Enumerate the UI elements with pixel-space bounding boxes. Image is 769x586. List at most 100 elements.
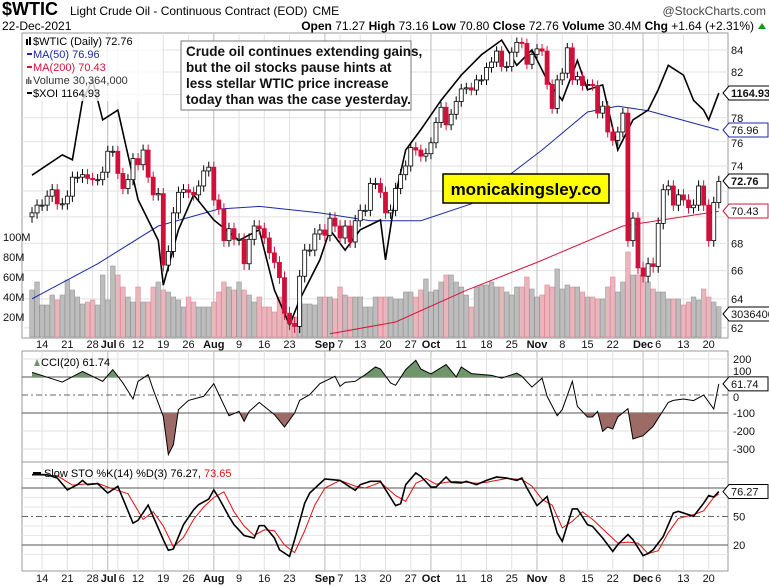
candlestick <box>170 207 176 258</box>
candle-body <box>367 183 373 211</box>
volume-bar <box>448 274 454 338</box>
candle-body <box>595 85 600 114</box>
candlestick <box>90 172 95 186</box>
volume-bar <box>463 294 469 338</box>
volume-bar <box>655 291 661 338</box>
candlestick <box>362 204 368 217</box>
annotation-line: today than was the case yesterday. <box>186 92 411 107</box>
volume-bar <box>711 301 717 338</box>
candle-body <box>191 191 197 196</box>
candlestick <box>378 177 383 199</box>
volume-bars-icon <box>26 77 32 84</box>
candlestick <box>580 71 585 91</box>
volume-bar <box>514 286 520 338</box>
candle-body <box>564 47 570 74</box>
candlestick <box>549 79 555 114</box>
volume-value-label: 3036400 <box>731 309 769 321</box>
volume-bar <box>579 291 586 338</box>
volume-bar <box>594 298 601 338</box>
candlestick <box>569 42 575 85</box>
volume-bar <box>403 291 409 338</box>
candlestick <box>64 190 70 210</box>
candle-body <box>332 217 338 227</box>
candle-body <box>59 203 65 206</box>
candlestick <box>337 220 343 245</box>
x-tick-label: 16 <box>258 339 270 351</box>
volume-bar <box>685 301 692 338</box>
cci-value-label: 61.74 <box>731 379 759 391</box>
volume-bar <box>302 303 308 338</box>
annotation-line: but the oil stocks pause hints at <box>186 60 392 75</box>
candlestick <box>676 189 681 211</box>
close-label: Close <box>493 19 526 33</box>
volume-bar <box>317 296 323 338</box>
volume-bar <box>357 296 363 338</box>
candle-body <box>473 79 479 91</box>
ma50-value-label: 76.96 <box>731 125 759 137</box>
candle-body <box>706 204 712 242</box>
candlestick <box>44 190 50 211</box>
candlestick <box>312 228 318 257</box>
volume-bar <box>180 306 187 338</box>
legend-ma200: MA(200) 70.43 <box>33 62 106 74</box>
candlestick <box>221 203 227 247</box>
x-tick-label: 20 <box>703 339 715 351</box>
candlestick <box>630 212 636 247</box>
candlestick <box>479 74 484 85</box>
candle-body <box>534 48 540 55</box>
candle-body <box>140 149 146 166</box>
x-tick-label: 23 <box>283 573 295 585</box>
candlestick <box>660 184 666 230</box>
sto-value-label: 76.27 <box>731 487 759 499</box>
volume-bar <box>554 268 560 338</box>
candlestick <box>347 220 353 249</box>
volume-bar <box>468 306 474 338</box>
x-tick-label: 12 <box>132 573 144 585</box>
change-label: Chg <box>645 19 668 33</box>
volume-bar <box>29 289 35 338</box>
volume-bar <box>196 306 202 338</box>
volume-bar <box>165 291 171 338</box>
candle-body <box>620 112 626 133</box>
volume-bar <box>680 304 687 338</box>
volume-bar <box>620 281 626 338</box>
candle-body <box>39 204 45 207</box>
x-tick-label: 21 <box>61 573 73 585</box>
volume-bar <box>458 286 464 338</box>
volume-bar <box>387 296 394 338</box>
candlestick <box>539 44 545 57</box>
cci-area-icon <box>34 359 40 366</box>
candlestick <box>140 144 146 171</box>
volume-bar <box>266 306 272 338</box>
candle-body <box>337 225 343 239</box>
candlestick <box>34 199 40 219</box>
ma50-line <box>31 105 719 300</box>
x-tick-label: Oct <box>422 573 441 585</box>
candlestick <box>155 187 161 201</box>
candlestick <box>145 144 151 183</box>
candlestick <box>125 174 131 195</box>
candlestick <box>317 224 323 240</box>
volume-bar <box>226 286 232 338</box>
volume-bar <box>221 281 227 338</box>
cci-tick-label: -200 <box>733 426 755 438</box>
candle-body <box>378 183 383 193</box>
candle-body <box>610 131 616 141</box>
price-legend: $WTIC (Daily) 72.76 MA(50) 76.96 MA(200)… <box>24 35 162 101</box>
candle-body <box>266 237 272 254</box>
candle-body <box>221 208 227 242</box>
candlestick <box>468 82 474 96</box>
volume-bar <box>49 294 55 338</box>
candle-body <box>372 183 378 185</box>
candle-body <box>297 275 303 327</box>
volume-bar <box>201 306 207 338</box>
candlestick <box>256 220 262 235</box>
volume-bar <box>216 291 222 338</box>
symbol-title: $WTIC <box>2 0 58 19</box>
legend-xoi: $XOI 1164.93 <box>33 88 100 100</box>
ohlc-summary: Open 71.27 High 73.16 Low 70.80 Close 72… <box>301 19 754 33</box>
candlestick <box>393 182 399 217</box>
price-tick-label: 64 <box>731 294 743 306</box>
volume-bar <box>276 296 283 338</box>
ma50-swatch <box>27 53 32 55</box>
